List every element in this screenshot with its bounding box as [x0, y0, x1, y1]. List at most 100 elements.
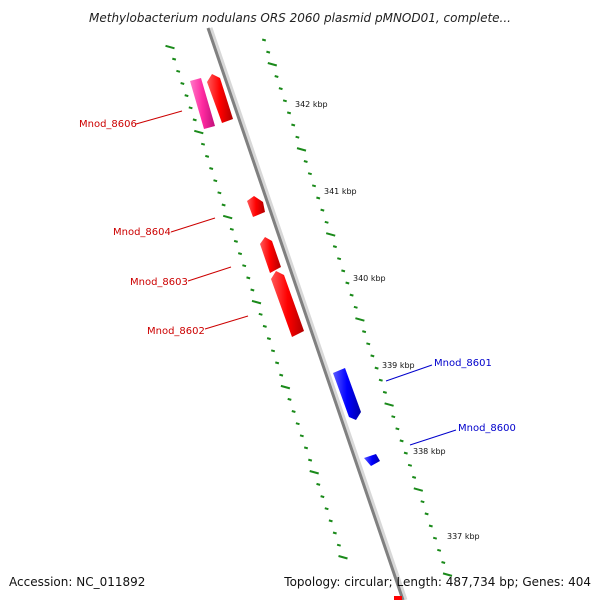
- minor-tick: [274, 75, 279, 78]
- minor-tick: [403, 451, 408, 455]
- major-tick: [280, 384, 291, 390]
- minor-tick: [337, 257, 342, 261]
- minor-tick: [188, 106, 193, 110]
- gene-arrow[interactable]: [207, 74, 233, 123]
- minor-tick: [391, 415, 396, 419]
- minor-tick: [242, 264, 247, 268]
- major-tick: [355, 317, 365, 322]
- gene-mnod-8600[interactable]: Mnod_8600: [364, 423, 516, 466]
- minor-tick: [266, 337, 271, 341]
- minor-tick: [320, 495, 325, 499]
- gene-mnod-8602[interactable]: Mnod_8602: [147, 271, 304, 337]
- minor-tick: [353, 305, 358, 309]
- minor-tick: [291, 123, 296, 127]
- minor-tick: [328, 519, 333, 523]
- backbone-shadow: [207, 27, 408, 600]
- label-leader: [135, 110, 183, 125]
- scale-label-338: 338 kbp: [413, 447, 446, 456]
- minor-tick: [407, 463, 413, 467]
- minor-tick: [345, 281, 350, 285]
- minor-tick: [420, 500, 425, 504]
- gene-arrow[interactable]: [271, 271, 304, 337]
- gene-arrow[interactable]: [364, 454, 380, 466]
- gene-arrow[interactable]: [247, 196, 265, 217]
- minor-tick: [221, 203, 226, 207]
- minor-tick: [424, 512, 429, 516]
- minor-tick: [209, 167, 214, 170]
- label-leader: [385, 364, 433, 382]
- label-leader: [170, 217, 216, 233]
- scale-labels: 342 kbp 341 kbp 340 kbp 339 kbp 338 kbp …: [295, 100, 480, 541]
- minor-tick: [308, 458, 313, 462]
- minor-tick: [332, 245, 337, 249]
- minor-tick: [266, 50, 271, 54]
- minor-tick: [237, 252, 243, 256]
- minor-tick: [362, 330, 367, 334]
- minor-tick: [428, 524, 433, 528]
- minor-tick: [332, 531, 337, 535]
- minor-tick: [262, 324, 267, 328]
- gene-label[interactable]: Mnod_8606: [79, 119, 137, 130]
- major-tick: [384, 402, 394, 407]
- minor-tick: [184, 94, 189, 98]
- minor-tick: [341, 269, 346, 273]
- gene-label[interactable]: Mnod_8604: [113, 227, 171, 238]
- minor-tick: [229, 227, 234, 231]
- minor-tick: [366, 342, 371, 346]
- major-tick: [194, 129, 204, 135]
- minor-tick: [200, 142, 206, 146]
- minor-tick: [311, 184, 317, 188]
- gene-mnod-8604[interactable]: Mnod_8604: [113, 196, 265, 238]
- label-leader: [409, 429, 457, 446]
- scale-label-340: 340 kbp: [353, 274, 386, 283]
- topology-summary: Topology: circular; Length: 487,734 bp; …: [283, 575, 591, 589]
- minor-tick: [279, 373, 284, 377]
- minor-tick: [349, 293, 354, 297]
- gene-label[interactable]: Mnod_8603: [130, 277, 188, 288]
- minor-tick: [213, 179, 218, 183]
- gene-label[interactable]: Mnod_8601: [434, 358, 492, 369]
- minor-tick: [395, 427, 400, 431]
- accession-text: Accession: NC_011892: [9, 575, 145, 589]
- major-tick: [296, 147, 307, 152]
- minor-tick: [233, 239, 238, 243]
- minor-tick: [412, 475, 417, 479]
- minor-tick: [291, 410, 296, 413]
- minor-tick: [437, 548, 442, 552]
- minor-tick: [205, 154, 210, 158]
- gene-label[interactable]: Mnod_8602: [147, 326, 205, 337]
- gene-mnod-8601[interactable]: Mnod_8601: [333, 358, 492, 420]
- minor-tick: [282, 99, 287, 103]
- gene-mnod-8603[interactable]: Mnod_8603: [130, 237, 281, 288]
- minor-tick: [287, 397, 292, 401]
- minor-tick: [180, 82, 185, 85]
- major-tick: [251, 299, 262, 305]
- minor-tick: [270, 349, 276, 353]
- minor-tick: [378, 378, 383, 382]
- label-leader: [204, 315, 249, 330]
- minor-tick: [320, 208, 325, 212]
- map-title: Methylobacterium nodulans ORS 2060 plasm…: [89, 11, 511, 25]
- minor-tick: [172, 57, 177, 61]
- minor-tick: [303, 446, 309, 450]
- minor-tick: [250, 288, 255, 292]
- minor-tick: [258, 312, 263, 316]
- gene-arrow-pink[interactable]: [190, 78, 215, 129]
- tick-marks: [165, 38, 453, 577]
- minor-tick: [316, 482, 321, 486]
- major-tick: [442, 572, 453, 577]
- minor-tick: [295, 135, 300, 139]
- minor-tick: [286, 111, 292, 115]
- minor-tick: [246, 276, 251, 280]
- gene-arrow[interactable]: [333, 368, 361, 420]
- scale-label-337: 337 kbp: [447, 532, 480, 541]
- gene-label[interactable]: Mnod_8600: [458, 423, 516, 434]
- major-tick: [309, 470, 319, 475]
- gene-mnod-8606[interactable]: Mnod_8606: [79, 74, 233, 130]
- minor-tick: [307, 172, 312, 176]
- gene-arrow[interactable]: [260, 237, 281, 273]
- scale-label-339: 339 kbp: [382, 361, 415, 370]
- minor-tick: [399, 439, 404, 443]
- minor-tick: [303, 160, 308, 163]
